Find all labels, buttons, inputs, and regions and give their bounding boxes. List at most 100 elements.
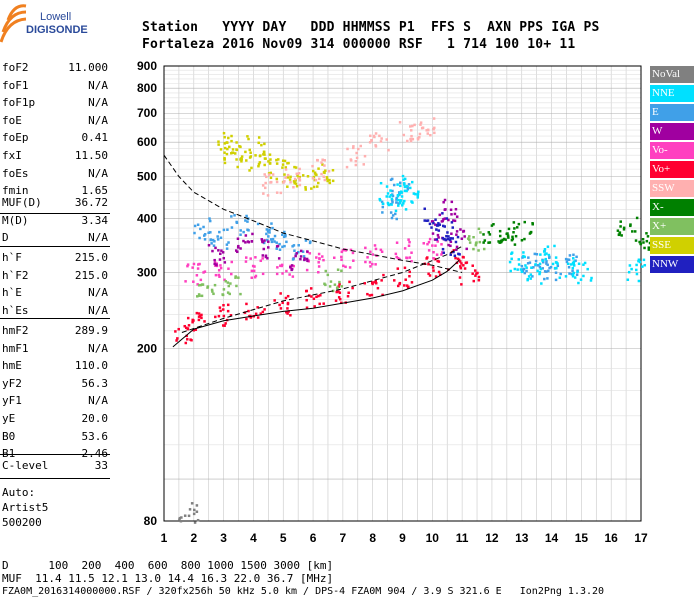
- echo-point: [529, 230, 533, 234]
- echo-point: [299, 255, 303, 258]
- echo-point: [214, 315, 217, 319]
- echo-point: [212, 244, 216, 247]
- echo-point: [227, 284, 231, 288]
- echo-point: [395, 201, 398, 204]
- echo-point: [410, 259, 413, 263]
- param-name: foF1: [2, 78, 29, 92]
- param-value: N/A: [88, 286, 108, 300]
- echo-point: [396, 256, 400, 260]
- echo-point: [268, 173, 271, 176]
- echo-point: [408, 256, 412, 259]
- echo-point: [245, 317, 248, 321]
- echo-point: [256, 316, 260, 319]
- echo-point: [223, 142, 226, 145]
- echo-point: [239, 247, 242, 250]
- echo-point: [478, 240, 482, 244]
- echo-point: [572, 260, 576, 263]
- y-tick-label: 600: [137, 135, 157, 149]
- echo-point: [266, 230, 270, 233]
- echo-point: [391, 200, 394, 204]
- echo-point: [379, 181, 383, 185]
- echo-point: [351, 251, 355, 255]
- distance-row: D 100 200 400 600 800 1000 1500 3000 [km…: [2, 559, 334, 572]
- echo-point: [551, 262, 555, 266]
- echo-point: [430, 226, 433, 229]
- echo-point: [282, 181, 285, 184]
- echo-point: [294, 166, 298, 169]
- echo-point: [299, 257, 302, 261]
- echo-point: [379, 248, 383, 252]
- echo-point: [643, 263, 647, 267]
- echo-point: [402, 178, 405, 181]
- echo-point: [275, 272, 279, 276]
- echo-point: [211, 249, 214, 253]
- legend-item: NoVal: [650, 66, 694, 83]
- param-row: yE 20.0: [2, 410, 108, 427]
- echo-point: [460, 283, 463, 286]
- echo-point: [281, 245, 284, 249]
- echo-point: [449, 208, 453, 212]
- echo-point: [362, 163, 365, 166]
- echo-point: [540, 282, 543, 285]
- echo-point: [389, 211, 393, 214]
- echo-point: [183, 324, 186, 328]
- echo-point: [395, 241, 399, 244]
- echo-point: [208, 217, 211, 220]
- param-value: 1.65: [81, 184, 109, 198]
- echo-point: [422, 242, 426, 245]
- echo-point: [359, 144, 362, 148]
- echo-point: [244, 219, 247, 222]
- echo-point: [572, 264, 576, 267]
- echo-point: [531, 275, 534, 278]
- echo-point: [471, 264, 474, 267]
- echo-point: [271, 237, 275, 241]
- echo-point: [308, 252, 312, 255]
- echo-point: [433, 131, 436, 135]
- echo-point: [514, 234, 518, 238]
- y-tick-label: 400: [137, 211, 157, 225]
- echo-point: [513, 243, 517, 246]
- echo-point: [390, 197, 394, 201]
- echo-point: [423, 207, 426, 211]
- echo-point: [428, 274, 432, 277]
- echo-point: [188, 508, 192, 511]
- echo-point: [416, 194, 420, 197]
- echo-point: [293, 249, 296, 252]
- echo-point: [317, 177, 321, 181]
- y-tick-label: 900: [137, 59, 157, 73]
- echo-point: [262, 192, 265, 195]
- echo-point: [435, 224, 439, 227]
- echo-point: [184, 326, 188, 330]
- echo-point: [479, 231, 482, 234]
- echo-point: [286, 173, 290, 177]
- echo-point: [228, 292, 231, 296]
- echo-point: [407, 244, 411, 248]
- echo-point: [217, 269, 221, 272]
- echo-point: [294, 182, 298, 185]
- echo-point: [517, 222, 521, 226]
- echo-point: [363, 154, 367, 158]
- echo-point: [374, 247, 378, 251]
- param-value: 20.0: [81, 412, 109, 425]
- echo-point: [231, 151, 235, 154]
- echo-point: [520, 270, 524, 274]
- echo-point: [236, 250, 239, 254]
- echo-point: [248, 148, 252, 152]
- echo-point: [275, 247, 278, 250]
- param-value: 36.72: [74, 196, 108, 209]
- echo-point: [538, 262, 542, 266]
- echo-point: [322, 175, 326, 178]
- echo-point: [199, 283, 203, 287]
- echo-point: [244, 234, 248, 237]
- echo-point: [338, 291, 342, 294]
- echo-point: [293, 177, 297, 181]
- echo-point: [543, 248, 547, 251]
- echo-point: [229, 282, 232, 285]
- echo-point: [440, 243, 443, 246]
- echo-point: [289, 265, 292, 269]
- echo-point: [391, 214, 395, 217]
- echo-point: [281, 301, 284, 305]
- echo-point: [387, 148, 390, 152]
- echo-point: [568, 254, 572, 257]
- echo-point: [620, 234, 623, 237]
